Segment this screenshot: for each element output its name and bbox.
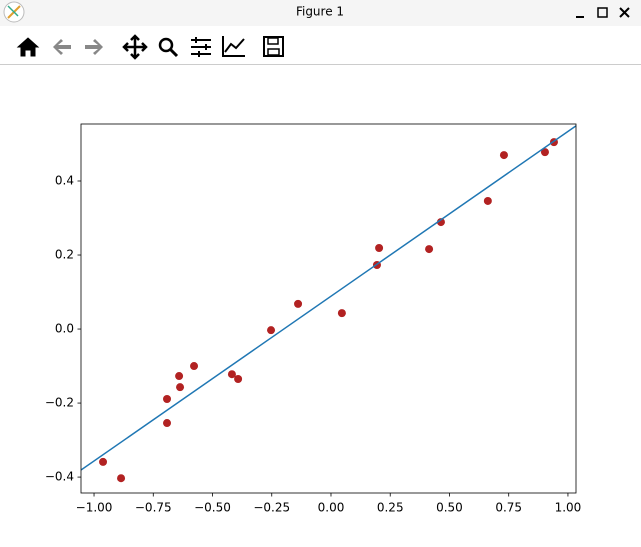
y-tick-label: 0.4 (55, 173, 74, 187)
scatter-point (99, 457, 108, 466)
scatter-point (540, 148, 549, 157)
plot-frame (80, 123, 577, 494)
scatter-point (483, 196, 492, 205)
save-button[interactable] (263, 36, 284, 57)
chart: −1.00 −0.75 −0.50 −0.25 0.00 0.25 0.50 0.75 1.00… (45, 123, 582, 515)
zoom-button[interactable] (158, 37, 179, 58)
scatter-point (163, 394, 172, 403)
x-tick-label: 0.75 (495, 501, 522, 515)
scatter-point (227, 370, 236, 379)
scatter-point (499, 151, 508, 160)
fit-line (81, 125, 576, 471)
app-icon (3, 1, 25, 23)
y-tick-label: −0.4 (45, 470, 74, 484)
x-tick-label: 1.00 (555, 501, 582, 515)
x-tick-label: −0.75 (135, 501, 172, 515)
window-controls[interactable] (576, 7, 630, 18)
x-tick-label: 0.00 (318, 501, 345, 515)
scatter-point (425, 245, 434, 254)
edit-axis-button[interactable] (222, 36, 245, 57)
x-tick-label: −0.50 (194, 501, 231, 515)
scatter-point (375, 243, 384, 252)
pan-button[interactable] (122, 34, 148, 60)
scatter-point (163, 419, 172, 428)
x-tick-label: 0.50 (436, 501, 463, 515)
subplots-button[interactable] (191, 37, 211, 57)
title-bar (0, 0, 641, 26)
toolbar (0, 26, 641, 64)
x-tick-label: −1.00 (76, 501, 113, 515)
x-tick-label: 0.25 (377, 501, 404, 515)
scatter-point (267, 326, 276, 335)
home-button[interactable] (16, 37, 40, 57)
close-button[interactable] (619, 7, 630, 18)
scatter-point (234, 375, 243, 384)
scatter-point (294, 299, 303, 308)
scatter-point (117, 474, 126, 483)
forward-button[interactable] (85, 39, 103, 55)
maximize-button[interactable] (597, 7, 608, 18)
x-tick-label: −0.25 (253, 501, 290, 515)
y-tick-label: 0.2 (55, 248, 74, 262)
scatter-point (175, 372, 184, 381)
scatter-point (190, 362, 199, 371)
y-tick-label: −0.2 (45, 396, 74, 410)
scatter-point (176, 383, 185, 392)
scatter-point (436, 218, 445, 227)
y-tick-label: 0.0 (55, 322, 74, 336)
back-button[interactable] (53, 39, 71, 55)
window-title: Figure 1 (296, 5, 344, 19)
scatter-point (337, 309, 346, 318)
